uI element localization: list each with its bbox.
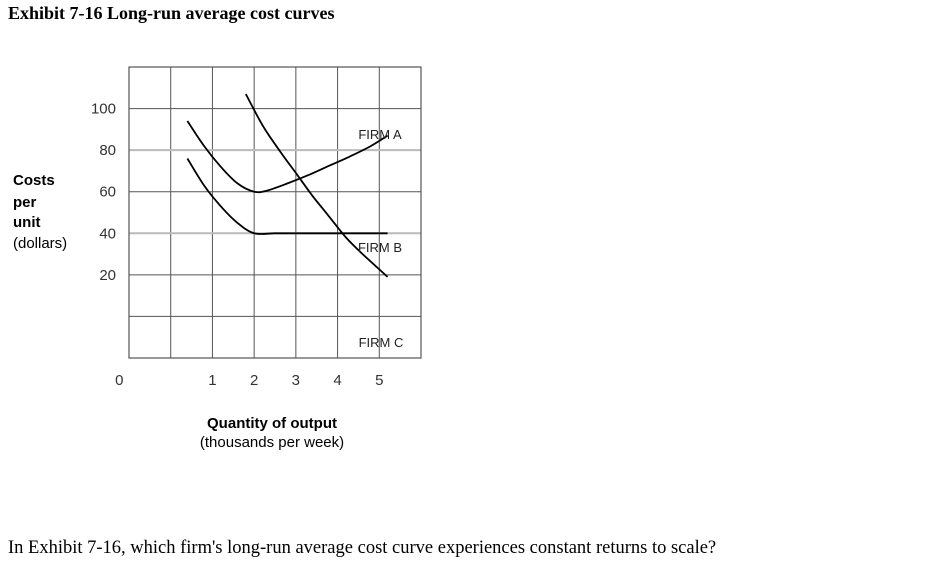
y-tick-label-20: 20 (99, 267, 116, 284)
x-axis-label-line-1: Quantity of output (207, 415, 337, 432)
series-line-firm-b (186, 158, 388, 235)
x-tick-label-3: 3 (292, 372, 300, 389)
series-label-firm-b: FIRM B (358, 240, 402, 255)
y-axis-label-line-4: (dollars) (13, 235, 67, 252)
plot-frame (128, 66, 422, 359)
x-tick-label-1: 1 (208, 372, 216, 389)
y-tick-label-40: 40 (99, 225, 116, 242)
chart-series (186, 93, 389, 278)
chart-frame (128, 66, 422, 359)
chart-text: 20 40 60 80 100 0 1 2 3 4 5 Costs per unit (dollars) Qu… (13, 101, 403, 451)
series-line-firm-a (186, 120, 389, 194)
x-tick-label-4: 4 (333, 372, 341, 389)
series-line-firm-c (245, 93, 389, 278)
y-tick-label-60: 60 (99, 184, 116, 201)
question-text: In Exhibit 7-16, which firm's long-run a… (8, 538, 717, 558)
exhibit-title: Exhibit 7-16 Long-run average cost curve… (8, 3, 335, 23)
y-axis-label-line-2: per (13, 194, 37, 211)
y-axis-label-line-1: Costs (13, 172, 55, 189)
x-axis-label-line-2: (thousands per week) (200, 434, 344, 451)
y-tick-label-80: 80 (99, 142, 116, 159)
x-tick-label-2: 2 (250, 372, 258, 389)
series-label-firm-a: FIRM A (358, 127, 402, 142)
x-tick-label-5: 5 (375, 372, 383, 389)
series-label-firm-c: FIRM C (359, 335, 404, 350)
y-tick-label-100: 100 (91, 101, 116, 118)
chart-grid (129, 67, 421, 358)
origin-label: 0 (115, 372, 123, 389)
y-axis-label-line-3: unit (13, 214, 41, 231)
